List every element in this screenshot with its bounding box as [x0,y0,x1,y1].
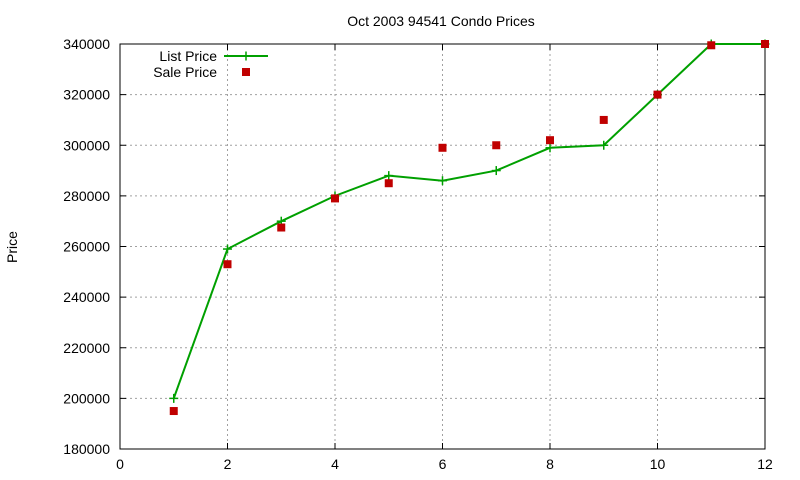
y-tick-label: 260000 [63,239,110,255]
list-price-point [223,244,232,254]
y-tick-label: 240000 [63,289,110,305]
list-price-point [384,171,394,181]
y-tick-label: 300000 [63,137,110,153]
list-price-line [172,43,765,399]
sale-price-point [223,260,232,269]
legend-label-sale-price: Sale Price [153,64,217,80]
y-tick-label: 220000 [63,340,110,356]
sale-price-point [492,141,501,150]
x-tick-label: 12 [757,456,773,472]
grid [120,44,765,449]
y-tick-label: 200000 [63,390,110,406]
legend-marker-list-price [241,51,251,61]
y-tick-label: 180000 [63,441,110,457]
legend-label-list-price: List Price [159,48,217,64]
axis-ticks [119,43,766,450]
list-price-point [599,140,609,150]
y-tick-label: 280000 [63,188,110,204]
y-axis-label: Price [4,231,20,263]
x-axis-tick-labels: 0 2 4 6 8 10 12 [116,456,773,472]
list-price-point [169,393,179,403]
y-axis-tick-labels: 180000 200000 220000 240000 260000 280000 3000… [63,36,110,457]
y-tick-label: 320000 [63,87,110,103]
sale-price-point [277,223,286,232]
x-tick-label: 10 [650,456,666,472]
x-tick-label: 2 [224,456,232,472]
x-tick-label: 4 [331,456,339,472]
sale-price-point [599,115,608,124]
list-price-point [491,166,501,176]
x-tick-label: 8 [546,456,554,472]
sale-price-point [761,40,769,48]
sale-price-point [169,407,178,416]
sale-price-point [546,136,554,145]
y-tick-label: 340000 [63,36,110,52]
sale-price-point [384,179,393,188]
sale-price-point [438,143,447,152]
sale-price-point [331,194,339,203]
chart-title: Oct 2003 94541 Condo Prices [347,13,535,29]
legend-swatch-sale-price [242,68,250,76]
sale-price-point [707,41,716,50]
list-price-point [545,143,555,153]
x-tick-label: 6 [439,456,447,472]
sale-price-point [653,90,662,99]
list-price-point [438,176,447,186]
series [169,39,770,416]
x-tick-label: 0 [116,456,124,472]
